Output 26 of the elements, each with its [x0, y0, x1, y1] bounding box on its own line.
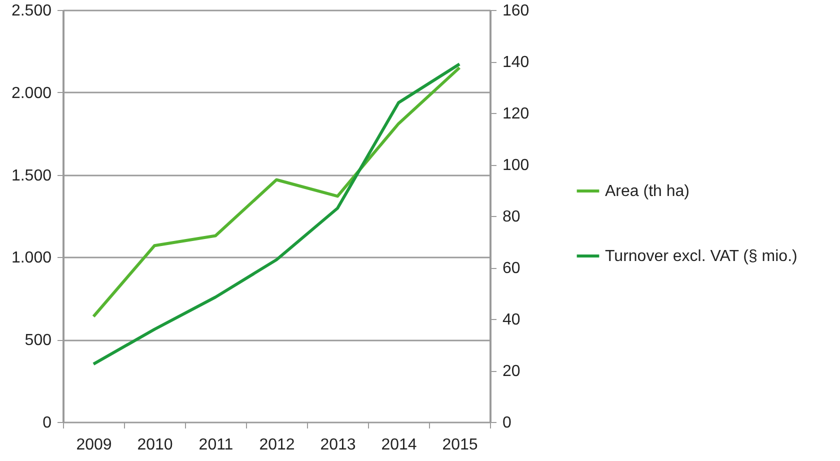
y2-tick-label: 40	[502, 312, 520, 328]
y2-tick-label: 160	[502, 2, 530, 20]
x-tick-label: 2012	[259, 436, 295, 454]
y2-tick-label: 60	[502, 260, 520, 277]
x-tick-label: 2010	[137, 436, 173, 454]
y2-tick-label: 140	[502, 54, 530, 71]
x-tick-label: 2009	[76, 436, 112, 454]
y2-tick-label: 120	[502, 106, 530, 122]
line-series	[92, 66, 461, 318]
y-tick-label: 1.500	[11, 167, 52, 184]
y-tick-label: 500	[24, 332, 52, 350]
legend-label: Area (th ha)	[605, 183, 690, 200]
y-tick-label: 2.000	[11, 84, 52, 102]
line-series	[92, 62, 461, 366]
y2-tick-label: 100	[502, 157, 530, 174]
y-tick-label: 2.500	[11, 2, 52, 20]
legend-label: Turnover excl. VAT (§ mio.)	[605, 248, 798, 265]
x-tick-label: 2015	[442, 436, 478, 454]
y-tick-label: 0	[42, 414, 52, 432]
y-tick-label: 1.000	[11, 250, 52, 267]
y2-tick-label: 0	[502, 414, 512, 432]
x-tick-label: 2013	[320, 436, 356, 454]
x-tick-label: 2011	[198, 436, 234, 454]
x-tick-label: 2014	[381, 436, 417, 454]
y2-tick-label: 80	[502, 208, 520, 226]
y2-tick-label: 20	[502, 363, 520, 380]
